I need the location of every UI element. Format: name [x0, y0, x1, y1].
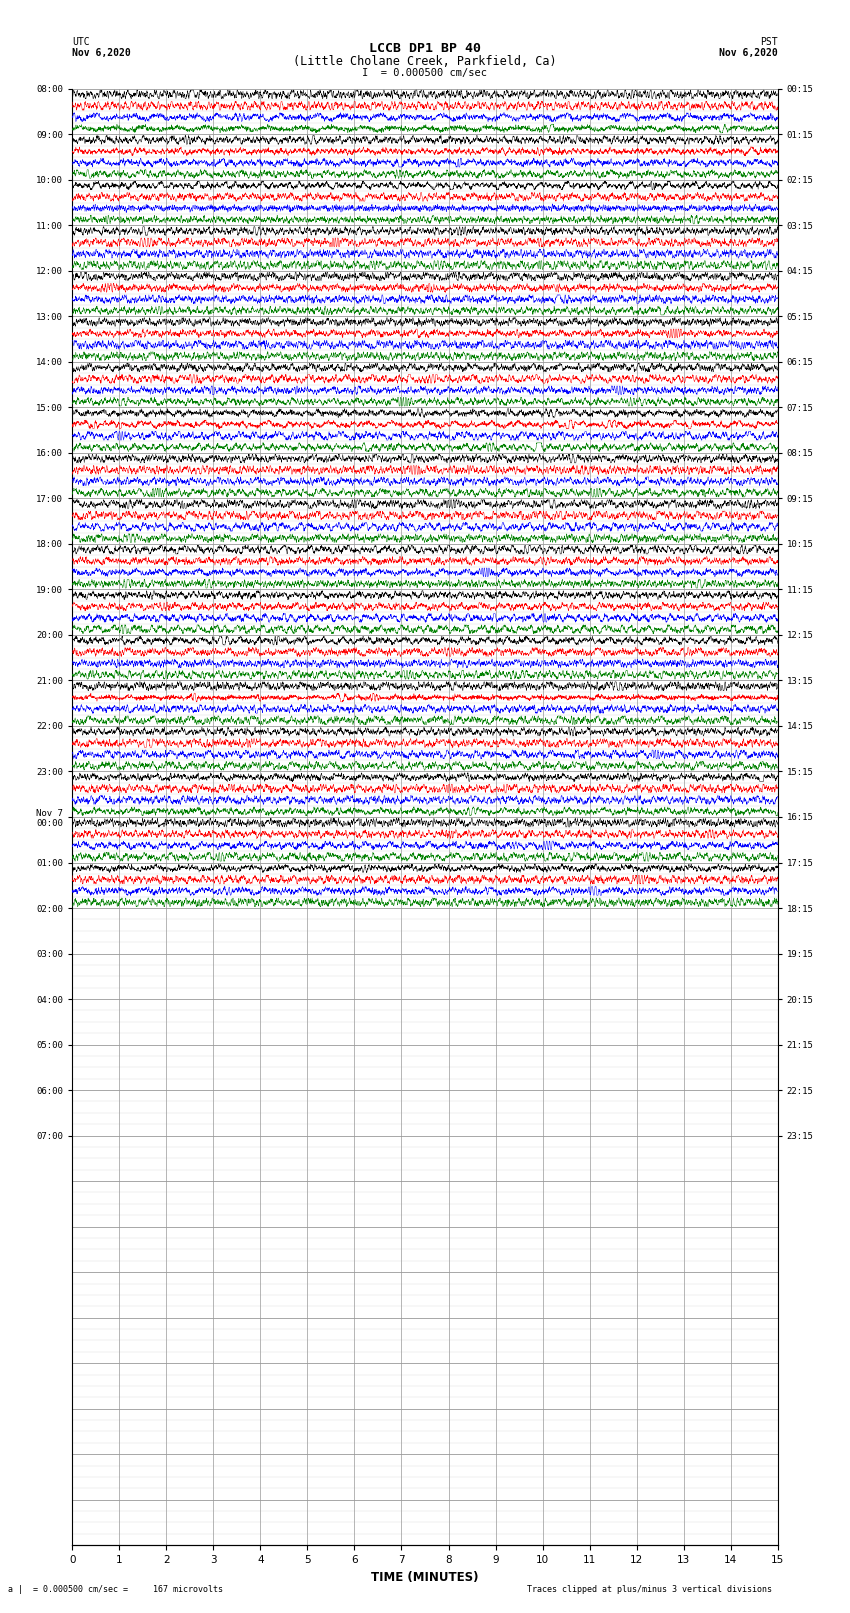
Text: Traces clipped at plus/minus 3 vertical divisions: Traces clipped at plus/minus 3 vertical … [527, 1584, 772, 1594]
Text: a |  = 0.000500 cm/sec =     167 microvolts: a | = 0.000500 cm/sec = 167 microvolts [8, 1584, 224, 1594]
Text: Nov 6,2020: Nov 6,2020 [719, 48, 778, 58]
Text: I  = 0.000500 cm/sec: I = 0.000500 cm/sec [362, 68, 488, 77]
Text: PST: PST [760, 37, 778, 47]
Text: LCCB DP1 BP 40: LCCB DP1 BP 40 [369, 42, 481, 55]
Text: (Little Cholane Creek, Parkfield, Ca): (Little Cholane Creek, Parkfield, Ca) [293, 55, 557, 68]
Text: UTC: UTC [72, 37, 90, 47]
X-axis label: TIME (MINUTES): TIME (MINUTES) [371, 1571, 479, 1584]
Text: Nov 6,2020: Nov 6,2020 [72, 48, 131, 58]
